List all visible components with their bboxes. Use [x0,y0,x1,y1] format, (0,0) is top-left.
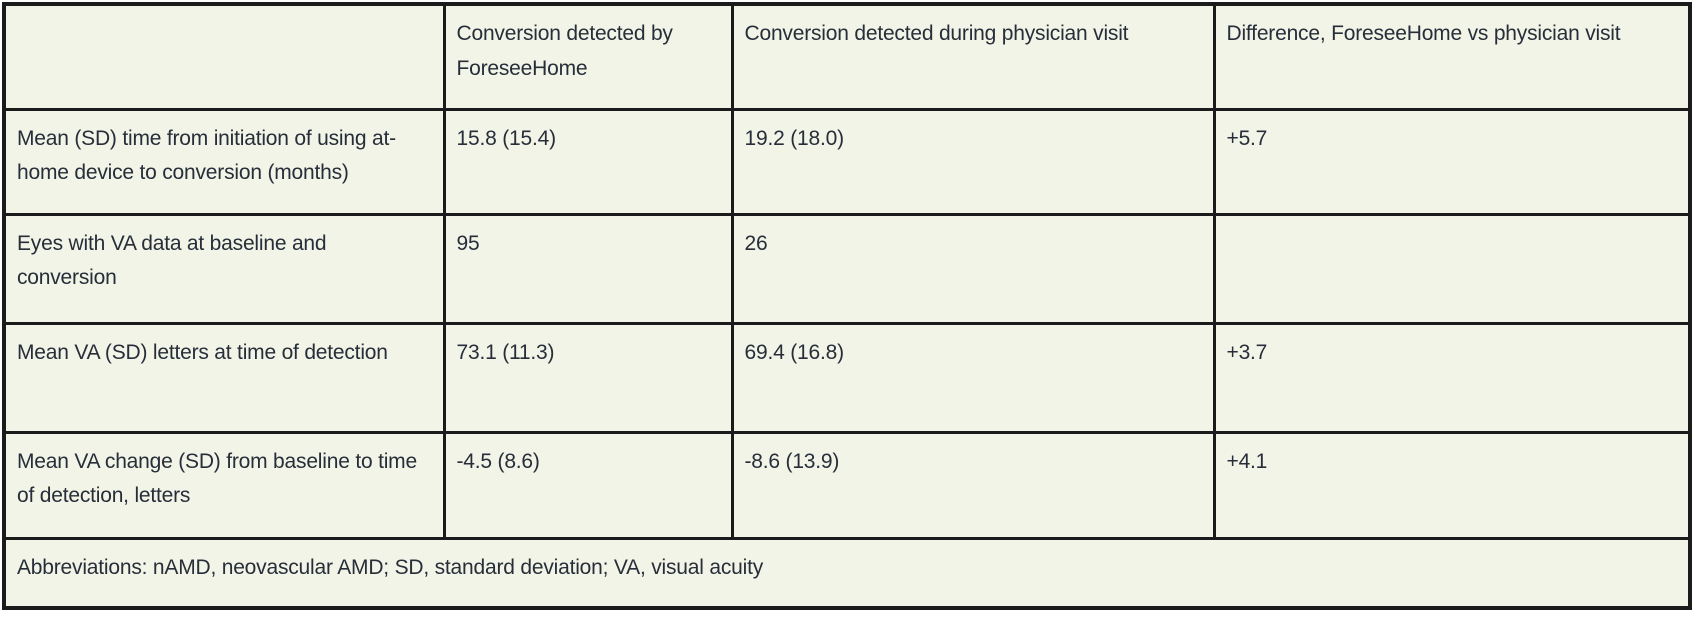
physician-value-cell: -8.6 (13.9) [730,430,1216,540]
difference-value-cell: +3.7 [1212,321,1692,434]
table-row: Mean VA change (SD) from baseline to tim… [2,430,1692,540]
column-header-difference: Difference, ForeseeHome vs physician vis… [1212,2,1692,111]
row-label-cell: Mean (SD) time from initiation of using … [2,107,446,216]
column-header-foreseehome: Conversion detected by ForeseeHome [442,2,734,111]
row-label-cell: Mean VA change (SD) from baseline to tim… [2,430,446,540]
physician-value-cell: 26 [730,212,1216,325]
row-label-cell: Mean VA (SD) letters at time of detectio… [2,321,446,434]
table-row: Eyes with VA data at baseline and conver… [2,212,1692,325]
abbreviations-footnote: Abbreviations: nAMD, neovascular AMD; SD… [2,536,1692,610]
column-header-physician-visit: Conversion detected during physician vis… [730,2,1216,111]
difference-value-cell: +5.7 [1212,107,1692,216]
physician-value-cell: 19.2 (18.0) [730,107,1216,216]
foreseehome-value-cell: 73.1 (11.3) [442,321,734,434]
results-table: Conversion detected by ForeseeHome Conve… [2,2,1692,610]
footnote-row: Abbreviations: nAMD, neovascular AMD; SD… [2,536,1692,610]
difference-value-cell [1212,212,1692,325]
header-row: Conversion detected by ForeseeHome Conve… [2,2,1692,111]
row-label-cell: Eyes with VA data at baseline and conver… [2,212,446,325]
difference-value-cell: +4.1 [1212,430,1692,540]
physician-value-cell: 69.4 (16.8) [730,321,1216,434]
table-row: Mean VA (SD) letters at time of detectio… [2,321,1692,434]
foreseehome-value-cell: -4.5 (8.6) [442,430,734,540]
foreseehome-value-cell: 95 [442,212,734,325]
column-header-empty [2,2,446,111]
foreseehome-value-cell: 15.8 (15.4) [442,107,734,216]
table-row: Mean (SD) time from initiation of using … [2,107,1692,216]
